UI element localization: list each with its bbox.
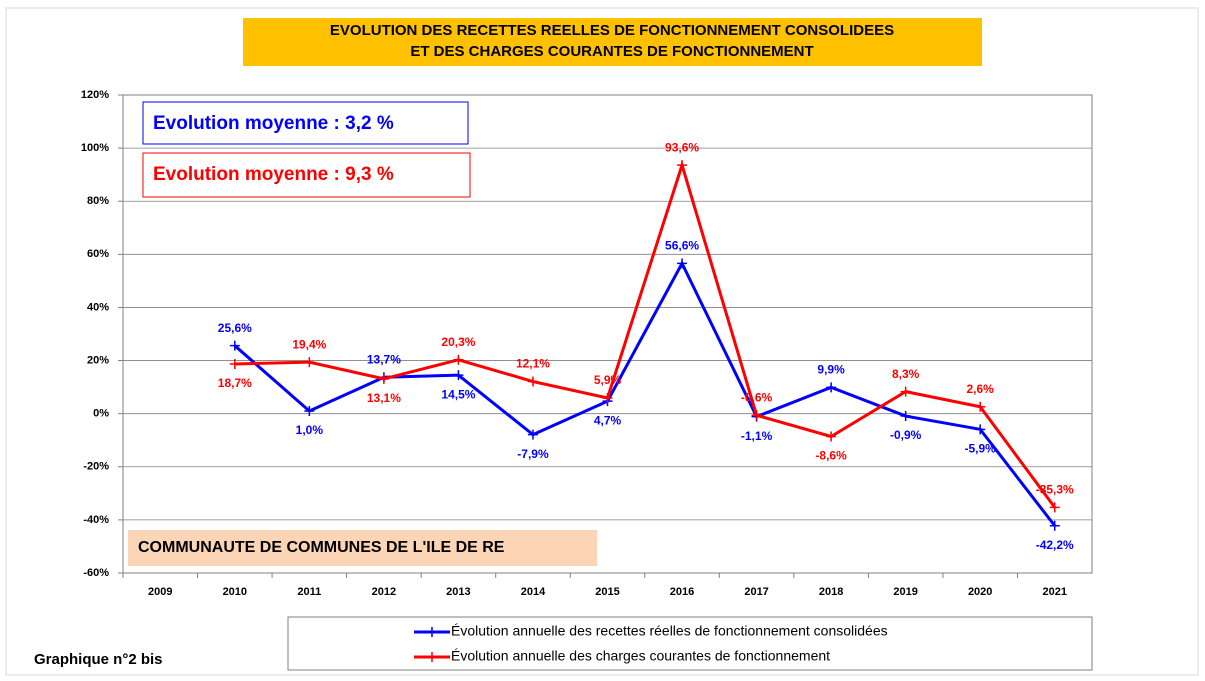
- point-marker: [677, 258, 688, 269]
- x-tick-label: 2017: [744, 586, 768, 598]
- point-marker: [677, 160, 688, 171]
- legend-label: Évolution annuelle des charges courantes…: [451, 648, 830, 664]
- data-label: 12,1%: [516, 357, 550, 371]
- point-marker: [826, 382, 837, 393]
- legend-marker: [427, 652, 437, 662]
- x-tick-label: 2016: [670, 586, 694, 598]
- point-marker: [826, 431, 837, 442]
- title-background: [243, 18, 982, 66]
- x-tick-label: 2015: [595, 586, 619, 598]
- data-label: 13,7%: [367, 352, 401, 366]
- y-tick-label: 20%: [87, 354, 109, 366]
- data-label: 93,6%: [665, 140, 699, 154]
- annotation: Evolution moyenne : 3,2 %: [153, 113, 394, 134]
- x-tick-label: 2011: [297, 586, 321, 598]
- data-label: 5,9%: [594, 373, 622, 387]
- data-label: 2,6%: [967, 382, 995, 396]
- y-tick-label: -60%: [83, 567, 109, 579]
- data-label: -8,6%: [815, 449, 847, 463]
- annotation-box: [142, 152, 471, 198]
- point-marker: [229, 340, 240, 351]
- data-label: -42,2%: [1036, 538, 1074, 552]
- data-label: -5,9%: [965, 442, 997, 456]
- y-tick-label: 60%: [87, 248, 109, 260]
- legend-marker: [427, 627, 437, 637]
- point-marker: [304, 357, 315, 368]
- data-label: -0,9%: [890, 428, 922, 442]
- annotation-box: [128, 530, 597, 566]
- data-label: -35,3%: [1036, 483, 1074, 497]
- data-label: 19,4%: [292, 337, 326, 351]
- series-line: [234, 160, 1056, 509]
- annotation: COMMUNAUTE DE COMMUNES DE L'ILE DE RE: [138, 539, 505, 556]
- point-marker: [453, 354, 464, 365]
- data-label: 20,3%: [441, 335, 475, 349]
- x-tick-label: 2018: [819, 586, 843, 598]
- series-line: [233, 260, 1056, 527]
- legend-label: Évolution annuelle des recettes réelles …: [451, 623, 888, 639]
- annotation: Evolution moyenne : 9,3 %: [153, 164, 394, 185]
- y-tick-label: 0%: [93, 408, 109, 420]
- x-tick-label: 2010: [223, 586, 247, 598]
- point-marker: [304, 406, 315, 417]
- data-label: 13,1%: [367, 391, 401, 405]
- point-marker: [1049, 520, 1060, 531]
- point-marker: [527, 376, 538, 387]
- data-label: 1,0%: [296, 423, 324, 437]
- x-tick-label: 2019: [893, 586, 917, 598]
- x-tick-label: 2009: [148, 586, 172, 598]
- y-tick-label: 100%: [81, 142, 109, 154]
- data-label: -1,1%: [741, 429, 773, 443]
- point-marker: [1049, 502, 1060, 513]
- y-tick-label: 120%: [81, 89, 109, 101]
- data-label: 18,7%: [218, 376, 252, 390]
- data-label: -0,6%: [741, 390, 773, 404]
- point-marker: [453, 370, 464, 381]
- chart-title: EVOLUTION DES RECETTES REELLES DE FONCTI…: [330, 22, 894, 39]
- chart-title: ET DES CHARGES COURANTES DE FONCTIONNEME…: [410, 43, 813, 60]
- data-label: 8,3%: [892, 367, 920, 381]
- data-label: -7,9%: [517, 447, 549, 461]
- x-tick-label: 2013: [446, 586, 470, 598]
- data-label: 4,7%: [594, 413, 622, 427]
- footnote: Graphique n°2 bis: [34, 651, 163, 668]
- legend-box: [287, 616, 1093, 671]
- x-tick-label: 2012: [372, 586, 396, 598]
- data-label: 14,5%: [441, 387, 475, 401]
- point-marker: [378, 373, 389, 384]
- x-tick-label: 2021: [1042, 586, 1066, 598]
- y-tick-label: 80%: [87, 195, 109, 207]
- point-marker: [975, 424, 986, 435]
- data-label: 9,9%: [817, 363, 845, 377]
- point-marker: [975, 401, 986, 412]
- x-tick-label: 2020: [968, 586, 992, 598]
- point-marker: [900, 411, 911, 422]
- y-tick-label: -20%: [83, 461, 109, 473]
- data-label: 25,6%: [218, 321, 252, 335]
- point-marker: [602, 392, 613, 403]
- point-marker: [527, 429, 538, 440]
- x-tick-label: 2014: [521, 586, 546, 598]
- annotation-box: [142, 101, 469, 145]
- y-tick-label: 40%: [87, 301, 109, 313]
- point-marker: [229, 359, 240, 370]
- y-tick-label: -40%: [83, 514, 109, 526]
- data-label: 56,6%: [665, 239, 699, 253]
- point-marker: [900, 386, 911, 397]
- point-marker: [751, 410, 762, 421]
